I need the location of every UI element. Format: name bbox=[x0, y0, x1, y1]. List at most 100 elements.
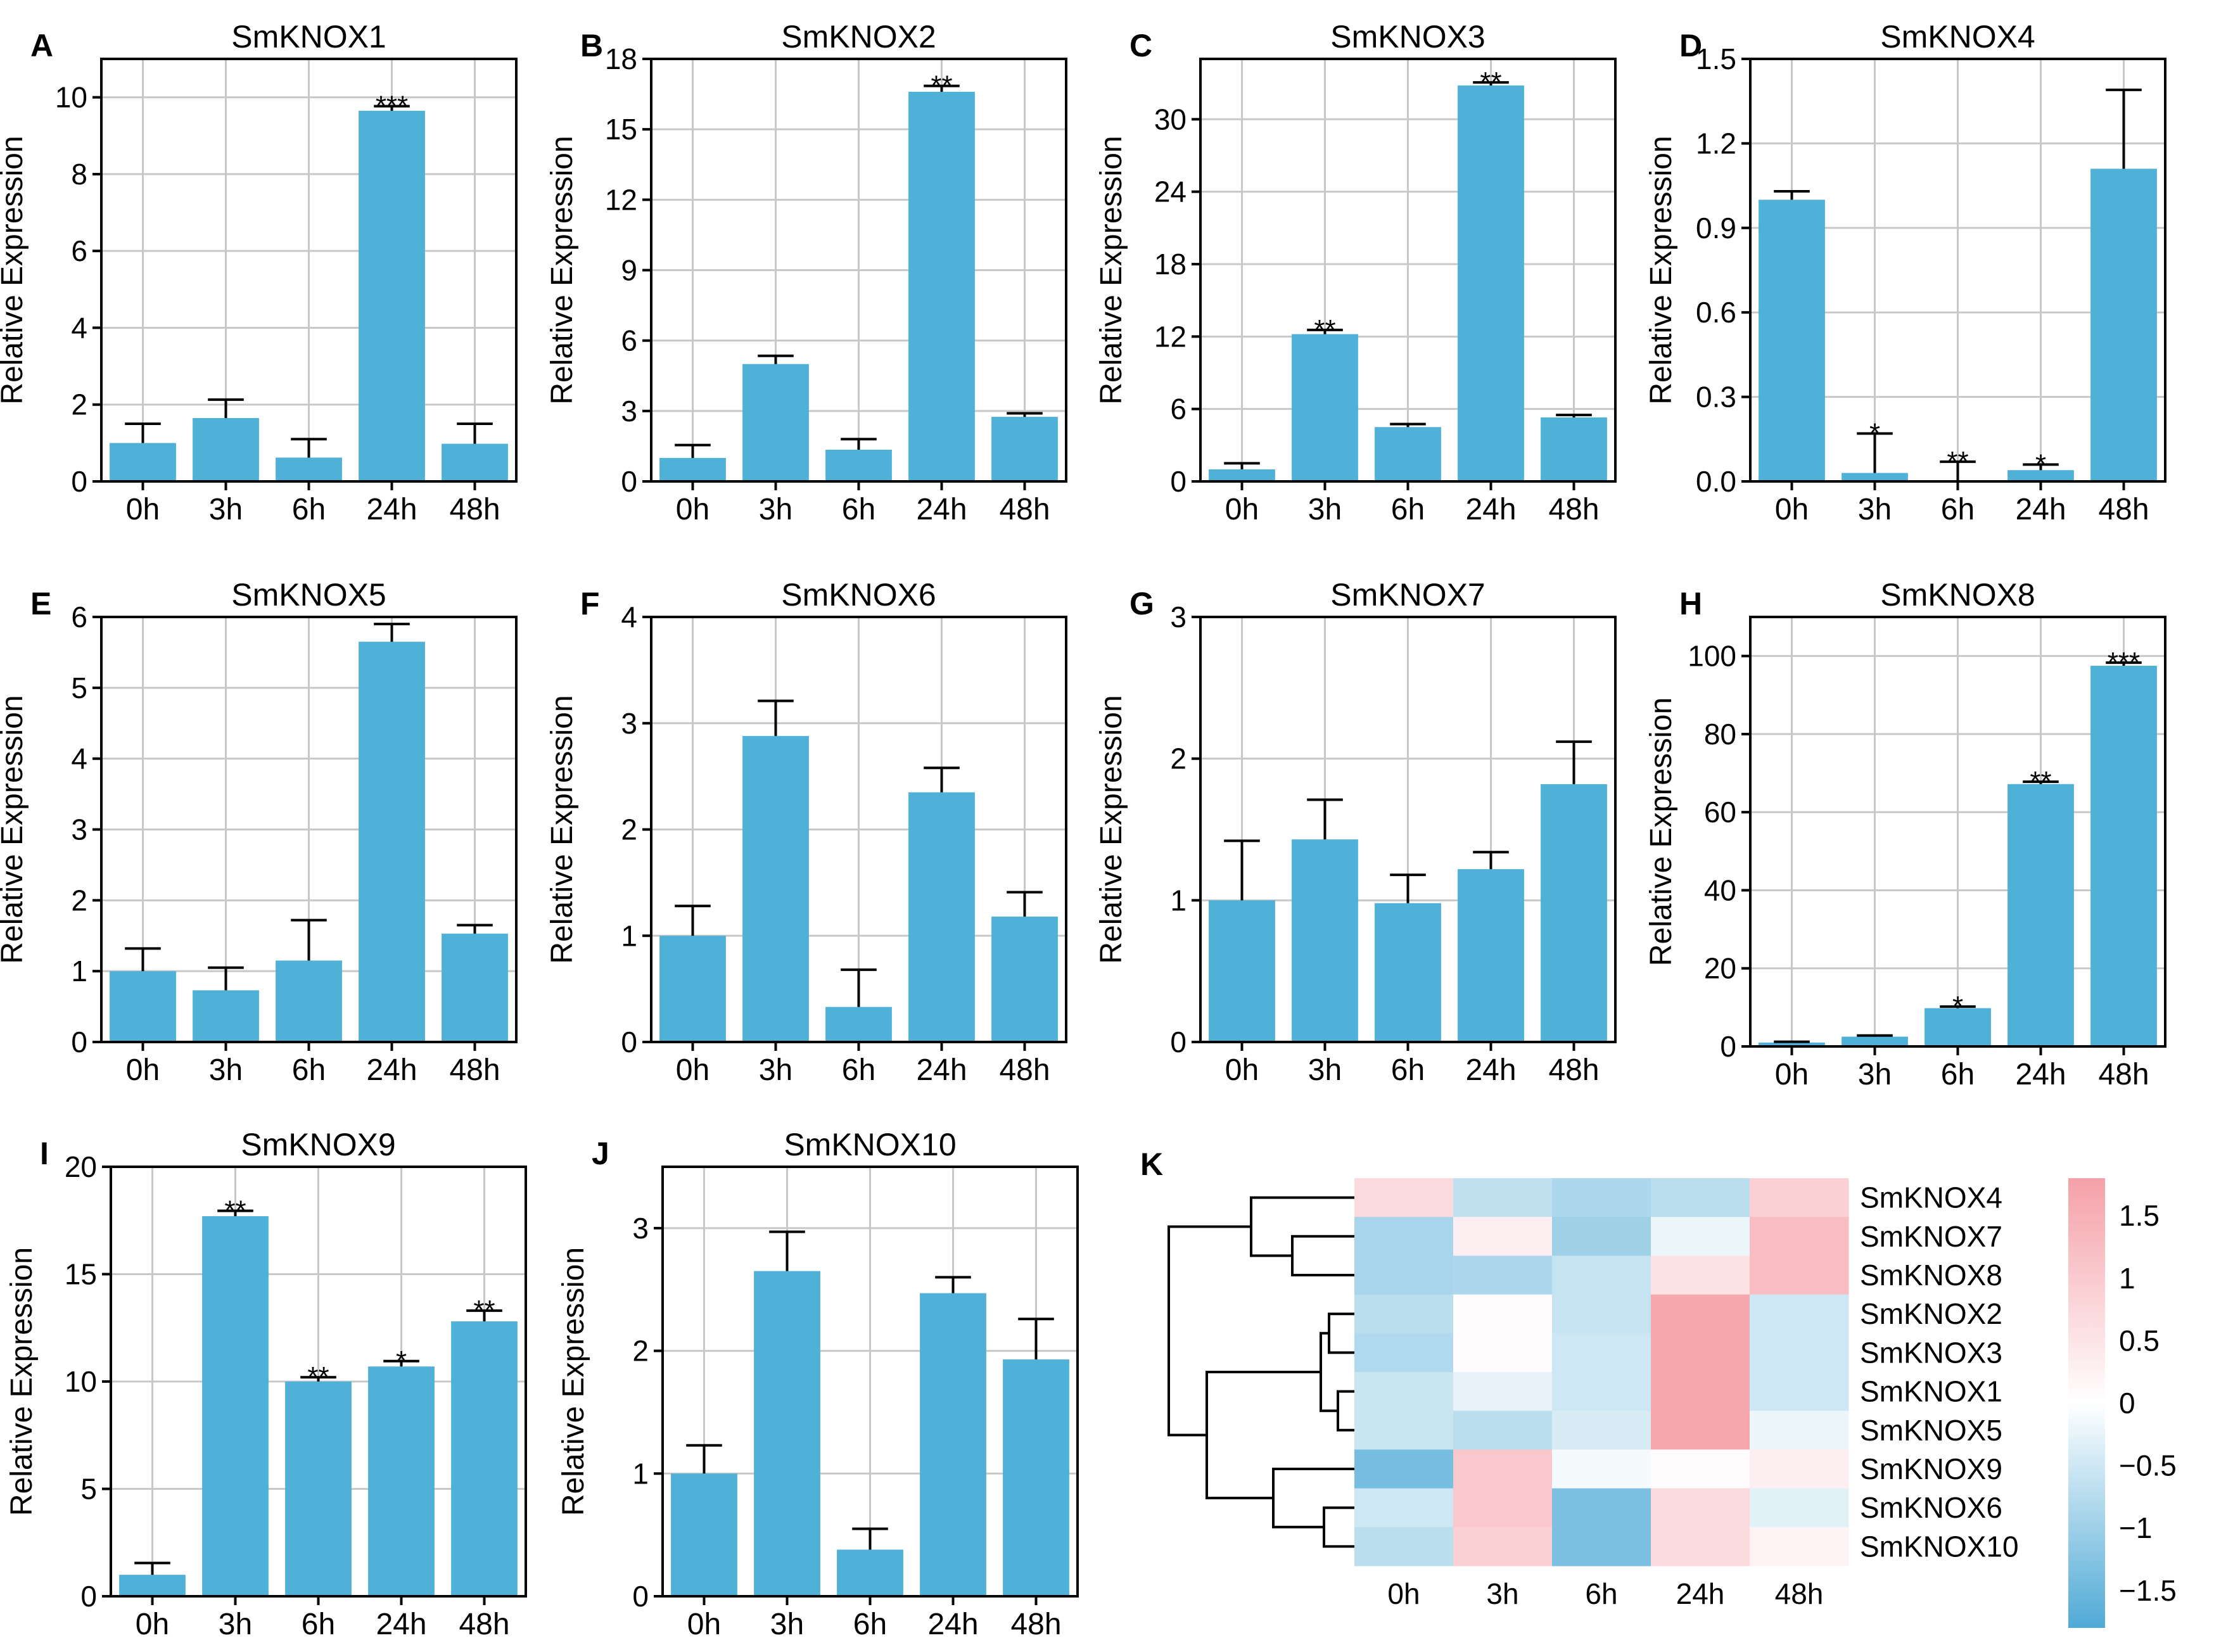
significance-label: ** bbox=[931, 70, 952, 101]
heatmap-cell bbox=[1750, 1333, 1849, 1373]
y-tick-label: 20 bbox=[65, 1150, 97, 1183]
colorbar-tick-label: −1.5 bbox=[2119, 1574, 2177, 1607]
x-tick-label: 24h bbox=[927, 1608, 978, 1641]
panel-k: K SmKNOX4 SmKNOX7 SmKNOX8 SmKNOX2 SmKNOX3 SmKN… bbox=[1140, 1147, 2177, 1628]
bar-48h bbox=[991, 917, 1058, 1042]
x-tick-label: 48h bbox=[1548, 1053, 1599, 1087]
bar-3h bbox=[754, 1271, 820, 1596]
heatmap-cell bbox=[1552, 1372, 1651, 1411]
dendrogram bbox=[1167, 1196, 1354, 1548]
heatmap-cell bbox=[1552, 1488, 1651, 1528]
bar-24h bbox=[2007, 784, 2074, 1046]
y-axis-label: Relative Expression bbox=[5, 1247, 39, 1516]
x-tick-label: 24h bbox=[916, 1053, 967, 1087]
y-tick-label: 4 bbox=[71, 742, 87, 775]
dendrogram-link bbox=[1291, 1235, 1354, 1276]
panel-d: *** *0.00.30.60.91.21.50h 3h 6h 24h 48hSmKNOX… bbox=[1645, 19, 2166, 526]
heatmap-row-label: SmKNOX6 bbox=[1860, 1491, 2002, 1524]
heatmap-cell bbox=[1552, 1527, 1651, 1566]
bar-0h bbox=[1209, 900, 1275, 1042]
y-axis-label: Relative Expression bbox=[1645, 697, 1678, 966]
y-tick-label: 4 bbox=[71, 311, 87, 344]
bar-0h bbox=[1209, 469, 1275, 481]
dendrogram-link bbox=[1250, 1196, 1354, 1257]
y-tick-label: 2 bbox=[71, 884, 87, 917]
bar-24h bbox=[1458, 85, 1524, 481]
panel-j: 0 1 2 3 0h 3h 6h 24h 48h SmKNOX10 Relative Express… bbox=[557, 1127, 1079, 1641]
significance-label: *** bbox=[376, 91, 408, 122]
x-tick-label: 48h bbox=[449, 493, 500, 526]
heatmap-col-label: 24h bbox=[1676, 1577, 1725, 1610]
heatmap-row-label: SmKNOX3 bbox=[1860, 1336, 2002, 1369]
chart-title: SmKNOX4 bbox=[1880, 19, 2035, 54]
y-tick-label: 1.5 bbox=[1696, 42, 1736, 75]
x-tick-label: 24h bbox=[366, 1053, 417, 1087]
y-tick-label: 0 bbox=[621, 1026, 637, 1058]
bar-6h bbox=[1925, 1008, 1991, 1046]
y-tick-label: 2 bbox=[71, 388, 87, 421]
x-tick-label: 48h bbox=[1548, 493, 1599, 526]
panel-letter: A bbox=[30, 28, 53, 63]
bar-0h bbox=[659, 936, 726, 1042]
y-tick-label: 1.2 bbox=[1696, 127, 1736, 160]
heatmap-cell bbox=[1354, 1217, 1454, 1256]
bar-6h bbox=[1375, 903, 1441, 1042]
heatmap-cell bbox=[1750, 1217, 1849, 1256]
heatmap-col-label: 0h bbox=[1387, 1577, 1420, 1610]
heatmap-col-label: 6h bbox=[1585, 1577, 1617, 1610]
bar-3h bbox=[1842, 1036, 1908, 1046]
y-tick-label: 0 bbox=[1720, 1030, 1736, 1063]
heatmap-row-label: SmKNOX1 bbox=[1860, 1375, 2002, 1408]
heatmap-cell bbox=[1651, 1294, 1750, 1334]
heatmap-cell bbox=[1453, 1255, 1553, 1295]
heatmap-cell bbox=[1453, 1178, 1553, 1217]
y-tick-label: 20 bbox=[1704, 952, 1736, 985]
x-tick-label: 48h bbox=[2098, 1058, 2149, 1091]
dendrogram-link bbox=[1337, 1390, 1354, 1432]
x-tick-label: 0h bbox=[136, 1608, 169, 1641]
x-tick-label: 3h bbox=[1858, 493, 1892, 526]
significance-label: ** bbox=[307, 1361, 329, 1392]
panel-letter: F bbox=[580, 586, 600, 621]
heatmap-row-label: SmKNOX8 bbox=[1860, 1259, 2002, 1292]
y-axis-label: Relative Expression bbox=[545, 695, 579, 963]
x-tick-label: 6h bbox=[1391, 493, 1425, 526]
bar-0h bbox=[659, 457, 726, 481]
heatmap-cell bbox=[1552, 1294, 1651, 1334]
y-tick-label: 3 bbox=[632, 1212, 649, 1245]
chart-title: SmKNOX10 bbox=[784, 1127, 956, 1162]
y-tick-label: 2 bbox=[621, 813, 637, 846]
x-tick-label: 48h bbox=[2098, 493, 2149, 526]
x-tick-label: 48h bbox=[1010, 1608, 1061, 1641]
x-tick-label: 3h bbox=[209, 1053, 243, 1087]
y-tick-label: 0.6 bbox=[1696, 296, 1736, 329]
panel-e: 0 1 2 3 4 5 6 0h 3h 6h 24h 48h SmKNOX5 Relative Expre… bbox=[0, 577, 518, 1087]
panel-letter: B bbox=[580, 28, 603, 63]
colorbar-tick-label: −0.5 bbox=[2119, 1449, 2177, 1482]
bar-3h bbox=[202, 1216, 269, 1596]
dendrogram-link bbox=[1167, 1225, 1251, 1437]
bar-0h bbox=[119, 1575, 186, 1596]
y-axis-label: Relative Expression bbox=[557, 1247, 590, 1516]
heatmap-cell bbox=[1651, 1527, 1750, 1566]
heatmap-col-label: 3h bbox=[1486, 1577, 1518, 1610]
heatmap-cell bbox=[1354, 1178, 1454, 1217]
heatmap-cell bbox=[1651, 1449, 1750, 1489]
colorbar-tick-label: 0.5 bbox=[2119, 1324, 2160, 1357]
heatmap-cell bbox=[1651, 1217, 1750, 1256]
heatmap-cell bbox=[1750, 1294, 1849, 1334]
bar-48h bbox=[442, 443, 508, 481]
y-tick-label: 1 bbox=[1170, 884, 1187, 917]
y-tick-label: 0.0 bbox=[1696, 465, 1736, 498]
bar-6h bbox=[837, 1549, 903, 1596]
bar-24h bbox=[359, 642, 425, 1042]
heatmap-cell bbox=[1453, 1333, 1553, 1373]
panel-letter: K bbox=[1140, 1147, 1163, 1182]
heatmap-cell bbox=[1651, 1372, 1750, 1411]
y-tick-label: 0 bbox=[1170, 465, 1187, 498]
bar-48h bbox=[2090, 168, 2157, 481]
x-tick-label: 0h bbox=[1225, 1053, 1259, 1087]
bar-3h bbox=[193, 990, 259, 1042]
bar-24h bbox=[920, 1293, 986, 1596]
colorbar-tick-label: 1.5 bbox=[2119, 1199, 2160, 1232]
